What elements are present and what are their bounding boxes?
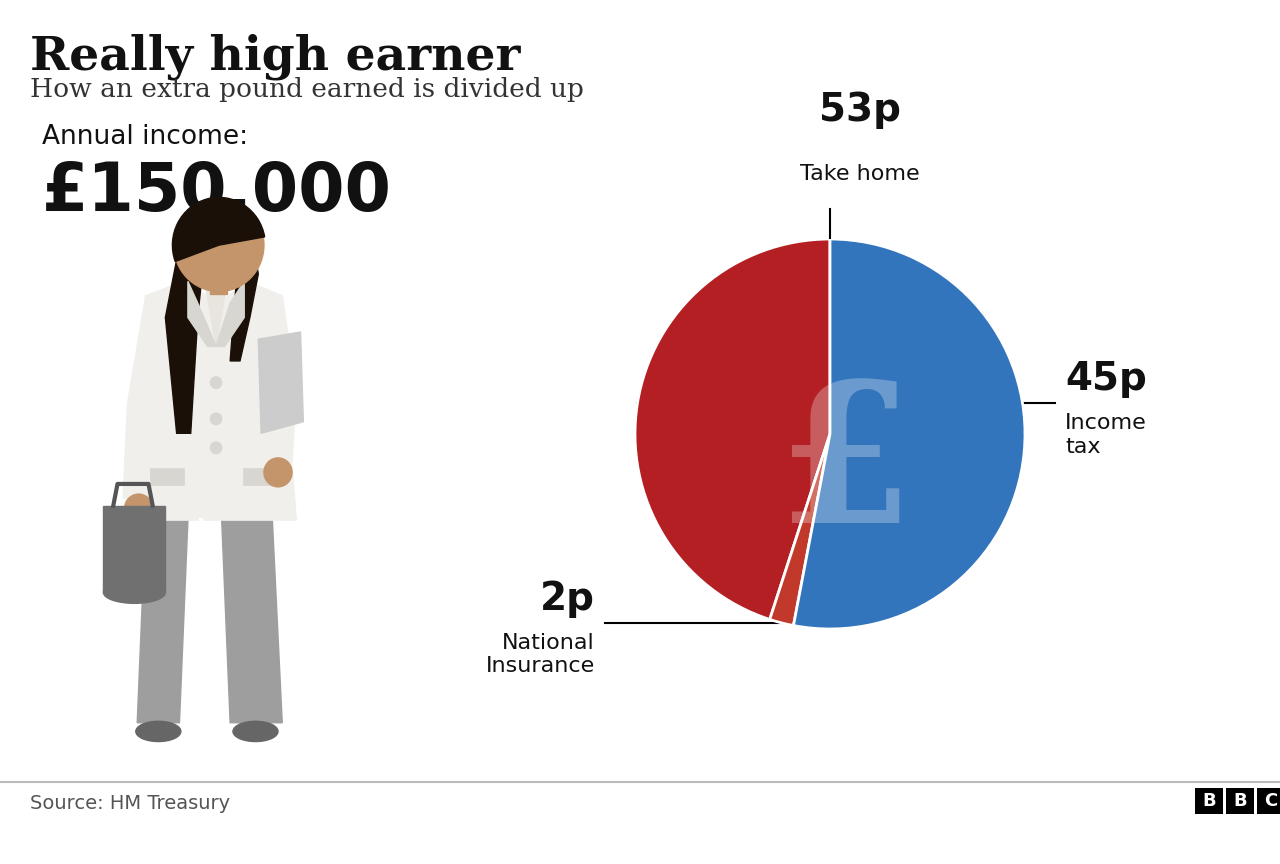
FancyBboxPatch shape [210, 277, 228, 295]
Polygon shape [216, 282, 244, 346]
Circle shape [124, 494, 152, 523]
Text: £150,000: £150,000 [42, 159, 392, 225]
Polygon shape [104, 505, 165, 593]
FancyBboxPatch shape [150, 468, 184, 486]
Text: 45p: 45p [1065, 360, 1147, 398]
Text: Income
tax: Income tax [1065, 414, 1147, 457]
Polygon shape [188, 282, 216, 346]
Text: C: C [1265, 792, 1277, 810]
Polygon shape [205, 282, 228, 346]
Text: National
Insurance: National Insurance [485, 632, 595, 676]
Circle shape [210, 413, 221, 424]
Ellipse shape [136, 721, 180, 741]
Wedge shape [794, 239, 1025, 629]
Text: Really high earner: Really high earner [29, 34, 521, 80]
Text: 53p: 53p [819, 91, 901, 129]
Text: 2p: 2p [540, 580, 595, 618]
Text: £: £ [778, 375, 914, 563]
Text: Source: HM Treasury: Source: HM Treasury [29, 794, 230, 813]
Polygon shape [221, 520, 283, 722]
Text: Take home: Take home [800, 164, 920, 184]
Circle shape [264, 458, 292, 486]
Text: How an extra pound earned is divided up: How an extra pound earned is divided up [29, 77, 584, 102]
FancyBboxPatch shape [1257, 788, 1280, 814]
FancyBboxPatch shape [1196, 788, 1222, 814]
Wedge shape [173, 197, 265, 262]
Text: Annual income:: Annual income: [42, 124, 248, 150]
Polygon shape [165, 245, 205, 434]
Text: B: B [1233, 792, 1247, 810]
Circle shape [210, 442, 221, 454]
Polygon shape [137, 520, 188, 722]
FancyBboxPatch shape [243, 468, 276, 486]
Circle shape [210, 377, 221, 389]
Polygon shape [134, 282, 297, 520]
FancyBboxPatch shape [1226, 788, 1254, 814]
Ellipse shape [104, 581, 165, 603]
Polygon shape [259, 332, 303, 434]
Ellipse shape [233, 721, 278, 741]
Circle shape [174, 199, 264, 291]
Wedge shape [769, 434, 829, 626]
Polygon shape [230, 248, 259, 361]
Polygon shape [123, 295, 174, 499]
Polygon shape [250, 295, 297, 462]
Text: B: B [1202, 792, 1216, 810]
Wedge shape [635, 239, 829, 619]
